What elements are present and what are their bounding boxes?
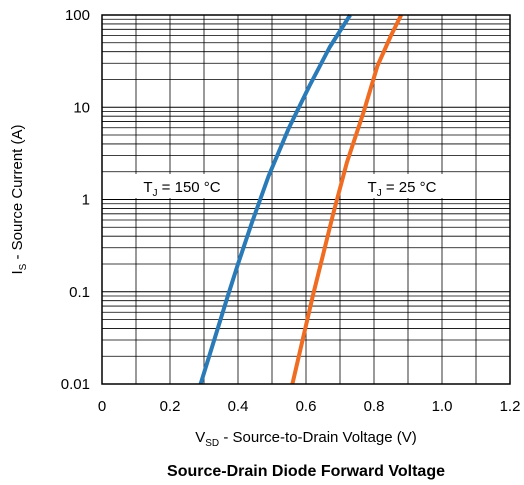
x-tick-label: 1.2: [500, 398, 521, 415]
series-group: [198, 13, 403, 385]
series-label-1: TJ = 25 °C: [368, 179, 437, 199]
series-label-0: TJ = 150 °C: [143, 179, 220, 199]
x-tick-label: 0.6: [296, 398, 317, 415]
series-line-1: [290, 14, 403, 385]
x-tick-label: 0.2: [160, 398, 181, 415]
x-tick-label: 1.0: [432, 398, 453, 415]
series-label-bg-1: [354, 173, 450, 198]
chart-title: Source-Drain Diode Forward Voltage: [167, 463, 445, 480]
y-axis-label: IS - Source Current (A): [9, 124, 29, 274]
series-line-0: [198, 13, 352, 385]
plot-frame: [101, 14, 511, 385]
x-tick-label: 0.8: [364, 398, 385, 415]
x-tick-label: 0: [98, 398, 106, 415]
x-tick-label: 0.4: [228, 398, 249, 415]
y-tick-label: 10: [73, 99, 90, 116]
series-labels: TJ = 150 °C TJ = 25 °C: [129, 173, 450, 199]
y-tick-label: 0.01: [61, 376, 90, 393]
y-tick-label: 1: [82, 192, 90, 209]
y-tick-label: 100: [65, 7, 90, 24]
series-label-bg-0: [129, 173, 235, 198]
x-axis-label: VSD - Source-to-Drain Voltage (V): [195, 429, 417, 449]
tick-labels: 0 0.2 0.4 0.6 0.8 1.0 1.2 0.01 0.1 1 10 100: [61, 7, 521, 415]
y-tick-label: 0.1: [69, 284, 90, 301]
